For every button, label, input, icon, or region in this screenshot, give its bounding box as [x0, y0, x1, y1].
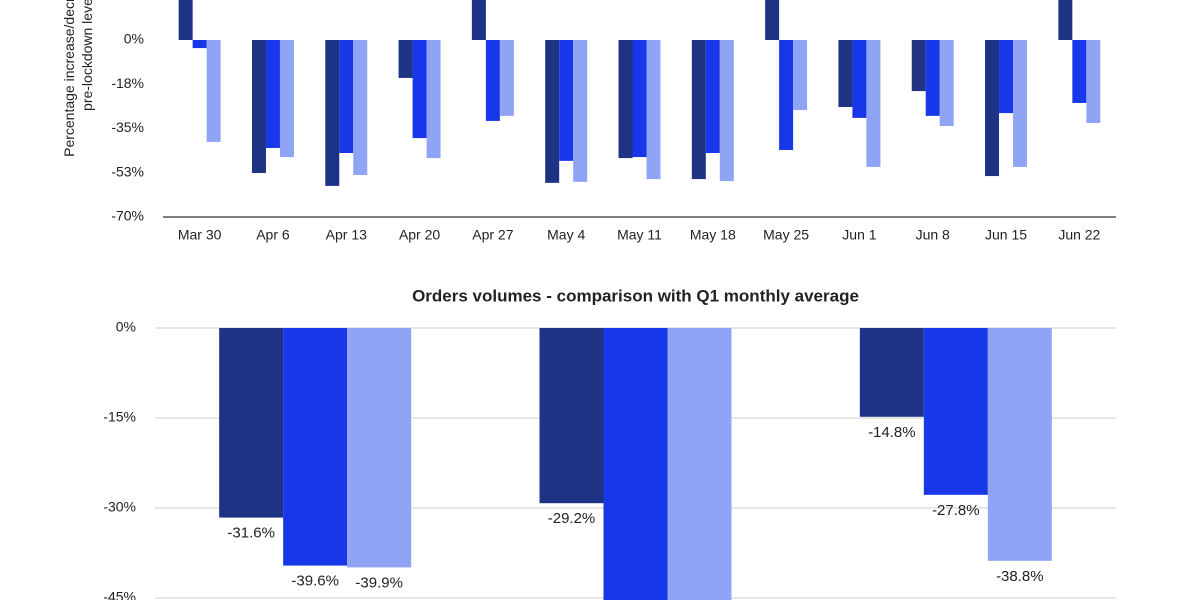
bar	[279, 40, 294, 158]
bar	[691, 40, 706, 180]
y-tick-label: -18%	[111, 75, 144, 91]
bar	[925, 40, 940, 116]
x-tick-label: Jun 8	[916, 227, 950, 243]
y-axis-label-line: Percentage increase/decrease vs	[61, 0, 77, 157]
bar	[325, 40, 340, 186]
bar	[485, 40, 500, 121]
bar	[939, 40, 954, 126]
bar	[646, 40, 661, 180]
bar	[632, 40, 647, 158]
x-tick-label: Apr 27	[472, 227, 513, 243]
bar	[603, 328, 668, 600]
data-label: -39.6%	[291, 573, 339, 590]
x-tick-label: Jun 22	[1058, 227, 1100, 243]
x-tick-label: May 11	[617, 227, 662, 243]
chart-title: Orders volumes - comparison with Q1 mont…	[412, 286, 859, 305]
bar	[923, 328, 988, 495]
bar	[471, 0, 486, 40]
x-tick-label: Jun 15	[985, 227, 1027, 243]
chart-panel: Percentage increase/decrease vs pre-lockd…	[61, 0, 1116, 243]
bar	[347, 328, 412, 568]
bar	[192, 40, 207, 49]
y-tick-label: -53%	[111, 163, 144, 179]
bar	[719, 40, 734, 182]
x-tick-label: May 4	[547, 227, 585, 243]
bar	[618, 40, 633, 159]
data-label: -39.9%	[355, 574, 403, 591]
bar	[866, 40, 881, 167]
bar	[1086, 40, 1101, 123]
bar	[353, 40, 368, 176]
bar	[911, 40, 926, 92]
y-tick-label: -30%	[103, 499, 136, 515]
bar	[178, 0, 193, 40]
bar	[705, 40, 720, 154]
y-tick-label: -70%	[111, 208, 144, 224]
y-axis-label: Percentage increase/decrease vs pre-lockd…	[61, 0, 95, 157]
bar	[987, 328, 1052, 561]
bar	[412, 40, 427, 139]
y-tick-label: 0%	[116, 319, 136, 335]
data-label: -27.8%	[932, 502, 980, 519]
bar	[1058, 0, 1073, 40]
data-label: -14.8%	[868, 424, 916, 441]
bar	[219, 328, 284, 518]
bar	[779, 40, 794, 150]
x-tick-label: Apr 6	[256, 227, 290, 243]
bar	[251, 40, 266, 174]
bar	[283, 328, 348, 566]
bar	[852, 40, 867, 118]
bar	[539, 328, 604, 504]
data-label: -31.6%	[227, 525, 275, 542]
chart-panel: Orders volumes - comparison with Q1 mont…	[103, 286, 1116, 600]
x-tick-label: Apr 20	[399, 227, 440, 243]
bar	[573, 40, 588, 182]
bar	[206, 40, 221, 142]
bar	[545, 40, 560, 183]
bar	[559, 40, 574, 161]
bar	[1013, 40, 1028, 167]
bar	[765, 0, 780, 40]
x-tick-label: May 25	[763, 227, 809, 243]
bar	[499, 40, 514, 116]
y-tick-label: -35%	[111, 119, 144, 135]
y-tick-label: 18%	[116, 0, 144, 2]
bar	[339, 40, 354, 154]
x-tick-label: Apr 13	[326, 227, 367, 243]
bar	[265, 40, 280, 148]
bar	[985, 40, 1000, 177]
data-label: -29.2%	[548, 510, 596, 527]
y-tick-label: -45%	[103, 589, 136, 600]
x-tick-label: Mar 30	[178, 227, 222, 243]
y-tick-label: -15%	[103, 409, 136, 425]
x-tick-label: Jun 1	[842, 227, 876, 243]
y-tick-label: 0%	[124, 31, 144, 47]
bar	[398, 40, 413, 78]
bar	[1072, 40, 1087, 103]
y-axis-label-line: pre-lockdown level	[79, 0, 95, 111]
data-label: -38.8%	[996, 568, 1044, 585]
bar	[859, 328, 924, 417]
bar	[999, 40, 1014, 114]
bar	[667, 328, 732, 600]
x-tick-label: May 18	[690, 227, 736, 243]
bar	[838, 40, 853, 108]
bar	[793, 40, 808, 111]
bar	[426, 40, 441, 159]
